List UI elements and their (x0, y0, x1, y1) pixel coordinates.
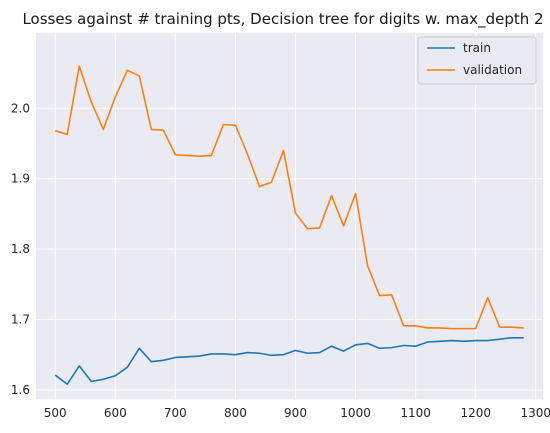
y-tick-label: 1.7 (11, 312, 30, 326)
x-tick-label: 1000 (340, 406, 371, 420)
series-lines (54, 65, 524, 386)
x-tick-label: 600 (104, 406, 127, 420)
legend: train validation (417, 36, 537, 85)
series-line-validation (54, 65, 524, 330)
series-line-train (54, 336, 524, 386)
x-tick-label: 700 (164, 406, 187, 420)
y-tick-label: 1.8 (11, 242, 30, 256)
y-tick-label: 1.9 (11, 172, 30, 186)
y-tick-label: 2.0 (11, 101, 30, 115)
axis-ticks: 500 600 700 800 900 1000 1100 1200 1300 1.6 1.7 1.8… (11, 101, 550, 420)
x-tick-label: 1100 (400, 406, 431, 420)
x-tick-label: 800 (224, 406, 247, 420)
x-tick-label: 1300 (521, 406, 550, 420)
legend-label-validation: validation (463, 63, 522, 77)
plot-background (36, 33, 543, 399)
x-tick-label: 500 (44, 406, 67, 420)
legend-label-train: train (463, 41, 491, 55)
y-tick-label: 1.6 (11, 383, 30, 397)
x-tick-label: 900 (284, 406, 307, 420)
chart-title: Losses against # training pts, Decision … (22, 10, 543, 29)
x-tick-label: 1200 (460, 406, 491, 420)
